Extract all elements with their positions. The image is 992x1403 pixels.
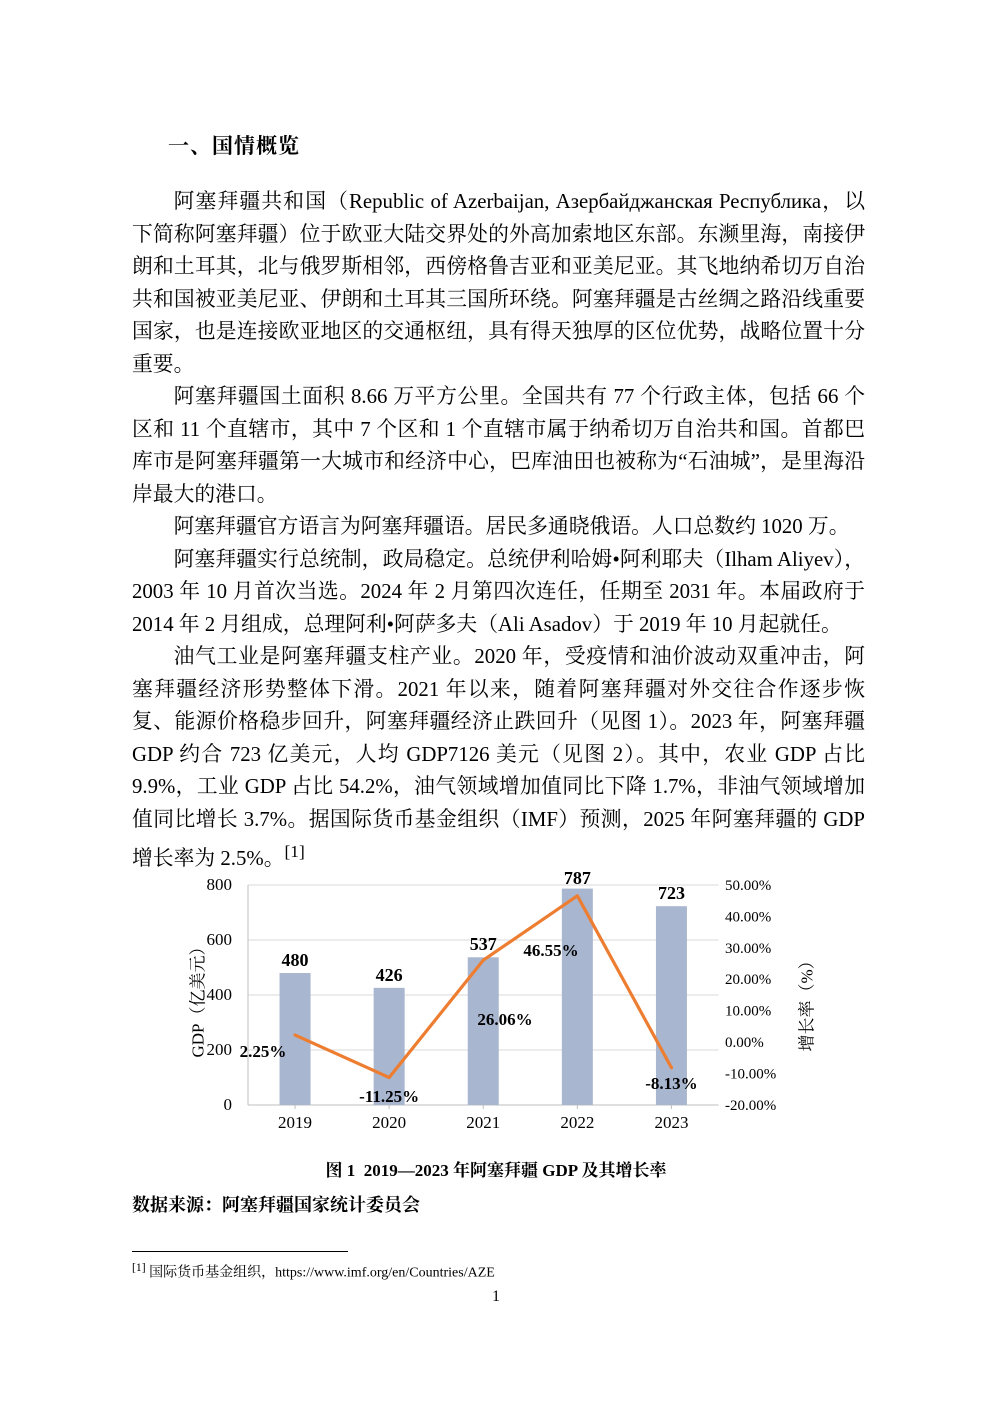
svg-text:2020: 2020 [372,1113,406,1132]
svg-text:0.00%: 0.00% [725,1035,764,1051]
svg-text:426: 426 [376,965,403,985]
svg-text:600: 600 [207,930,233,949]
svg-text:787: 787 [564,868,591,888]
svg-text:46.55%: 46.55% [523,941,578,960]
svg-text:2019: 2019 [278,1113,312,1132]
svg-text:50.00%: 50.00% [725,878,771,894]
svg-text:20.00%: 20.00% [725,972,771,988]
svg-text:200: 200 [207,1040,233,1059]
svg-text:2022: 2022 [560,1113,594,1132]
svg-text:30.00%: 30.00% [725,941,771,957]
svg-text:26.06%: 26.06% [477,1010,532,1029]
svg-text:40.00%: 40.00% [725,909,771,925]
svg-text:-20.00%: -20.00% [725,1098,776,1114]
svg-text:0: 0 [224,1095,233,1114]
svg-text:-11.25%: -11.25% [359,1087,419,1106]
svg-text:10.00%: 10.00% [725,1004,771,1020]
svg-text:400: 400 [207,985,233,1004]
svg-text:537: 537 [470,934,497,954]
svg-text:2.25%: 2.25% [240,1042,287,1061]
svg-text:480: 480 [282,950,309,970]
svg-text:2023: 2023 [654,1113,688,1132]
svg-text:-8.13%: -8.13% [645,1074,697,1093]
svg-text:723: 723 [658,883,685,903]
svg-text:-10.00%: -10.00% [725,1066,776,1082]
svg-text:2021: 2021 [466,1113,500,1132]
svg-text:800: 800 [207,875,233,894]
